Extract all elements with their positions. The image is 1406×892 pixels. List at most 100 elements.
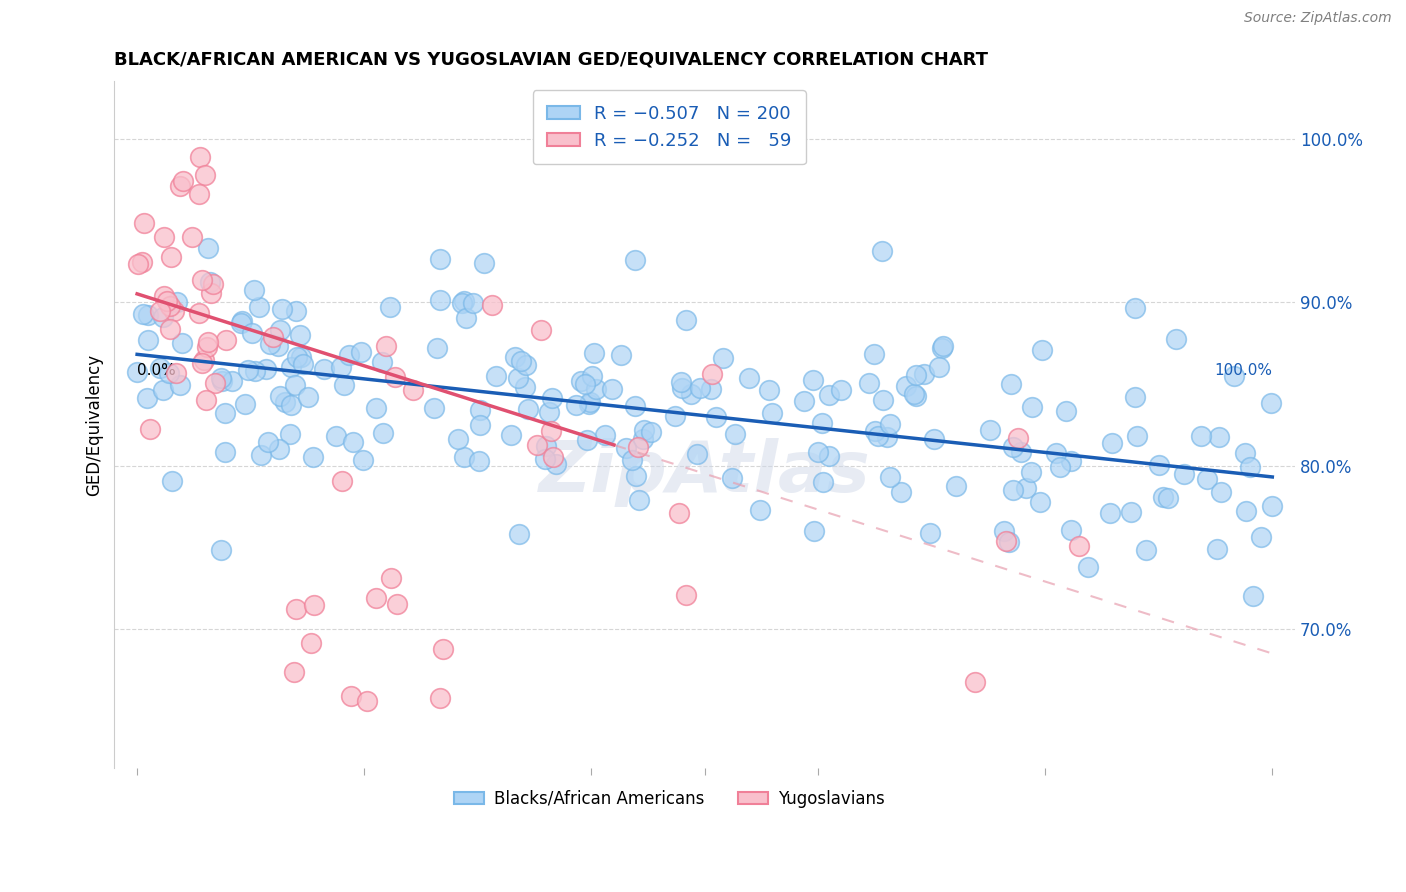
Point — [995, 534, 1018, 549]
Point — [700, 383, 723, 397]
Point — [564, 398, 586, 412]
Point — [280, 360, 302, 375]
Point — [1001, 440, 1024, 454]
Point — [1222, 368, 1244, 383]
Point — [1197, 472, 1219, 486]
Point — [793, 394, 815, 409]
Point — [721, 471, 744, 485]
Point — [214, 406, 236, 420]
Point — [1152, 491, 1174, 505]
Point — [945, 479, 967, 493]
Point — [325, 429, 347, 443]
Point — [872, 393, 894, 408]
Point — [1007, 431, 1029, 445]
Point — [1123, 391, 1146, 405]
Point — [1205, 541, 1227, 556]
Point — [453, 293, 475, 308]
Point — [463, 296, 485, 310]
Point — [620, 453, 643, 467]
Point — [202, 277, 225, 291]
Point — [1147, 458, 1170, 472]
Point — [817, 449, 839, 463]
Y-axis label: GED/Equivalency: GED/Equivalency — [86, 353, 103, 496]
Point — [529, 323, 551, 337]
Point — [1010, 445, 1032, 459]
Point — [818, 388, 841, 402]
Point — [378, 300, 401, 314]
Point — [454, 311, 477, 326]
Point — [1234, 445, 1257, 459]
Point — [447, 432, 470, 446]
Point — [149, 303, 172, 318]
Point — [1015, 481, 1038, 495]
Point — [170, 336, 193, 351]
Point — [1045, 446, 1067, 460]
Point — [194, 392, 217, 407]
Point — [876, 430, 898, 444]
Point — [429, 252, 451, 266]
Point — [870, 244, 893, 258]
Point — [380, 571, 402, 585]
Point — [905, 368, 928, 382]
Point — [135, 391, 157, 405]
Point — [626, 441, 648, 455]
Point — [998, 535, 1021, 549]
Point — [195, 340, 218, 354]
Text: 100.0%: 100.0% — [1215, 363, 1272, 378]
Point — [515, 359, 537, 373]
Point — [1241, 589, 1264, 603]
Point — [517, 402, 540, 417]
Point — [1234, 504, 1257, 518]
Point — [515, 380, 537, 394]
Point — [352, 452, 374, 467]
Point — [668, 506, 690, 520]
Point — [679, 386, 702, 401]
Point — [1173, 467, 1195, 482]
Point — [197, 241, 219, 255]
Point — [868, 429, 890, 443]
Point — [302, 598, 325, 612]
Text: ZipAtlas: ZipAtlas — [538, 438, 870, 508]
Point — [1054, 404, 1077, 418]
Point — [169, 178, 191, 193]
Point — [499, 428, 522, 442]
Point — [356, 693, 378, 707]
Point — [979, 423, 1001, 437]
Text: Source: ZipAtlas.com: Source: ZipAtlas.com — [1244, 12, 1392, 25]
Point — [675, 313, 697, 327]
Point — [810, 417, 832, 431]
Point — [127, 257, 149, 271]
Point — [533, 451, 555, 466]
Point — [250, 448, 273, 462]
Point — [700, 367, 723, 381]
Point — [180, 229, 202, 244]
Point — [1059, 454, 1081, 468]
Point — [209, 371, 232, 385]
Point — [152, 383, 174, 397]
Point — [136, 308, 159, 322]
Point — [1125, 301, 1147, 315]
Point — [302, 450, 325, 464]
Point — [254, 362, 277, 376]
Point — [993, 524, 1015, 538]
Point — [153, 230, 176, 244]
Point — [1098, 506, 1121, 520]
Point — [1067, 539, 1090, 553]
Point — [337, 348, 360, 362]
Point — [269, 389, 291, 403]
Point — [508, 526, 530, 541]
Point — [429, 293, 451, 308]
Point — [278, 426, 301, 441]
Point — [290, 328, 312, 343]
Point — [689, 381, 711, 395]
Point — [1209, 484, 1232, 499]
Point — [624, 469, 647, 483]
Point — [197, 335, 219, 350]
Point — [340, 690, 363, 704]
Point — [267, 339, 290, 353]
Point — [366, 591, 388, 606]
Point — [172, 174, 194, 188]
Point — [623, 252, 645, 267]
Point — [711, 351, 734, 366]
Point — [468, 417, 491, 432]
